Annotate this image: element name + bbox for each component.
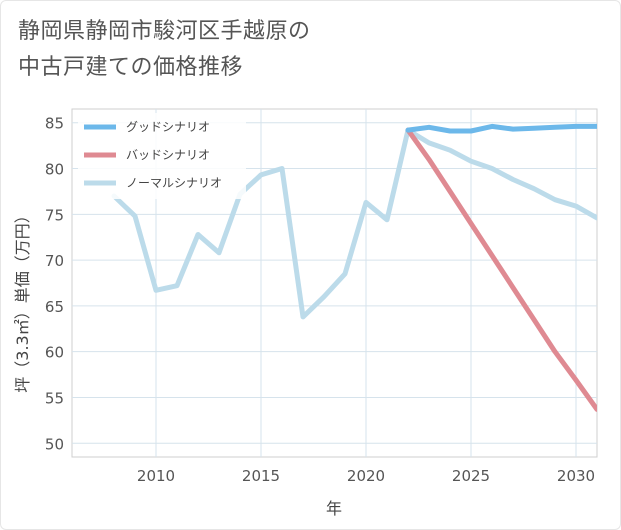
x-axis-label: 年 [326,499,342,518]
series-line-2 [111,127,597,320]
y-tick-label: 55 [45,389,64,407]
y-tick-labels: 50 55 60 65 70 75 80 85 [45,115,64,454]
y-tick-label: 85 [45,115,64,133]
y-tick-label: 65 [45,298,64,316]
y-axis-label: 坪（3.3㎡）単価（万円） [13,207,32,392]
y-tick-label: 70 [45,252,64,270]
series-lines [111,123,597,412]
x-tick-labels: 2010 2015 2020 2025 2030 [137,467,595,485]
chart-title: 静岡県静岡市駿河区手越原の 中古戸建ての価格推移 [18,14,311,86]
series-line-1 [405,127,597,412]
x-tick-label: 2020 [347,467,385,485]
legend-label: ノーマルシナリオ [126,176,222,190]
x-tick-label: 2015 [242,467,280,485]
x-tick-label: 2030 [557,467,595,485]
y-tick-label: 60 [45,344,64,362]
legend-label: グッドシナリオ [126,120,210,134]
legend-label: バッドシナリオ [126,148,210,162]
chart-title-line-2: 中古戸建ての価格推移 [18,55,244,80]
y-tick-label: 50 [45,435,64,453]
series-line-0 [405,123,597,134]
chart-title-line-1: 静岡県静岡市駿河区手越原の [18,19,311,44]
y-tick-label: 80 [45,161,64,179]
y-tick-label: 75 [45,206,64,224]
x-tick-label: 2025 [452,467,490,485]
x-tick-label: 2010 [137,467,175,485]
